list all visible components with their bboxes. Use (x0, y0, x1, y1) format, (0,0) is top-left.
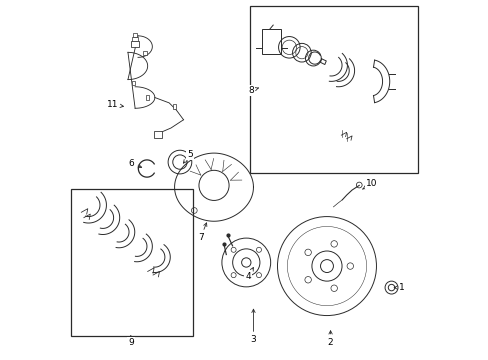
Text: 3: 3 (250, 309, 256, 344)
Bar (131, 41, 139, 46)
Bar (154, 131, 162, 138)
Bar (133, 33, 137, 37)
Bar (131, 81, 135, 85)
Text: 6: 6 (128, 159, 142, 168)
Bar (132, 37, 138, 41)
Bar (143, 50, 147, 55)
Text: 1: 1 (393, 283, 405, 292)
Bar (261, 30, 281, 54)
Text: 11: 11 (106, 100, 123, 109)
Text: 9: 9 (128, 336, 133, 347)
Text: 7: 7 (198, 223, 206, 242)
Text: 8: 8 (248, 86, 258, 95)
Text: 4: 4 (245, 267, 253, 281)
Text: 2: 2 (327, 331, 333, 347)
Bar (249, 6, 418, 173)
Bar (145, 95, 149, 100)
Bar (172, 104, 176, 109)
Text: 10: 10 (362, 179, 377, 189)
Bar (70, 189, 192, 336)
Text: 5: 5 (183, 150, 192, 163)
